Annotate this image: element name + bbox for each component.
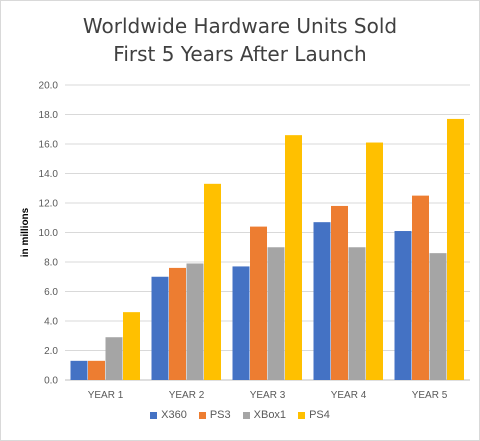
bar-xbox1-year-5 bbox=[429, 253, 447, 380]
x-tick-label: YEAR 5 bbox=[412, 390, 448, 401]
y-axis-title: in millions bbox=[20, 207, 31, 257]
bar-xbox1-year-3 bbox=[267, 247, 285, 380]
x-tick-label: YEAR 3 bbox=[250, 390, 286, 401]
bar-ps4-year-2 bbox=[204, 183, 221, 380]
x-tick-label: YEAR 4 bbox=[331, 390, 367, 401]
legend-item-ps4: PS4 bbox=[298, 409, 330, 421]
bar-x360-year-5 bbox=[394, 231, 412, 380]
bar-ps4-year-3 bbox=[285, 135, 302, 380]
bar-xbox1-year-1 bbox=[105, 337, 123, 380]
legend-swatch bbox=[242, 411, 250, 419]
chart-title-line-2: First 5 Years After Launch bbox=[113, 42, 367, 66]
chart-title-line-1: Worldwide Hardware Units Sold bbox=[82, 14, 398, 38]
y-tick-label: 6.0 bbox=[44, 287, 58, 298]
legend-item-x360: X360 bbox=[150, 409, 187, 421]
bar-ps4-year-4 bbox=[366, 142, 383, 380]
legend-swatch bbox=[198, 411, 206, 419]
bar-xbox1-year-4 bbox=[348, 247, 366, 380]
y-tick-label: 10.0 bbox=[39, 228, 59, 239]
legend-label: PS3 bbox=[209, 409, 231, 421]
chart-title: Worldwide Hardware Units Sold First 5 Ye… bbox=[0, 12, 480, 68]
y-tick-label: 0.0 bbox=[44, 376, 58, 387]
bar-ps3-year-1 bbox=[88, 360, 105, 380]
legend-label: X360 bbox=[161, 409, 187, 421]
y-tick-label: 18.0 bbox=[39, 110, 59, 121]
y-tick-label: 14.0 bbox=[39, 169, 59, 180]
y-tick-label: 16.0 bbox=[39, 140, 59, 151]
legend-swatch bbox=[298, 411, 306, 419]
legend-swatch bbox=[150, 411, 158, 419]
bar-ps4-year-5 bbox=[447, 118, 464, 381]
bar-ps3-year-5 bbox=[412, 195, 429, 380]
legend: X360 PS3 XBox1 PS4 bbox=[0, 409, 480, 421]
legend-label: PS4 bbox=[309, 409, 330, 421]
x-tick-label: YEAR 2 bbox=[169, 390, 205, 401]
y-tick-label: 8.0 bbox=[44, 258, 58, 269]
legend-label: XBox1 bbox=[253, 409, 287, 421]
bar-ps4-year-1 bbox=[123, 312, 140, 380]
legend-item-ps3: PS3 bbox=[198, 409, 231, 421]
y-tick-label: 20.0 bbox=[39, 81, 59, 92]
x-tick-label: YEAR 1 bbox=[88, 390, 124, 401]
bar-x360-year-2 bbox=[151, 276, 169, 380]
y-tick-label: 4.0 bbox=[44, 317, 58, 328]
bar-x360-year-3 bbox=[232, 266, 250, 380]
y-tick-label: 2.0 bbox=[44, 346, 58, 357]
bar-ps3-year-4 bbox=[331, 205, 348, 380]
bar-xbox1-year-2 bbox=[186, 263, 204, 380]
y-tick-label: 12.0 bbox=[39, 199, 59, 210]
legend-item-xbox1: XBox1 bbox=[242, 409, 287, 421]
bar-ps3-year-3 bbox=[250, 226, 267, 380]
bar-x360-year-1 bbox=[70, 360, 88, 380]
bar-x360-year-4 bbox=[313, 222, 331, 380]
bar-ps3-year-2 bbox=[169, 267, 186, 380]
